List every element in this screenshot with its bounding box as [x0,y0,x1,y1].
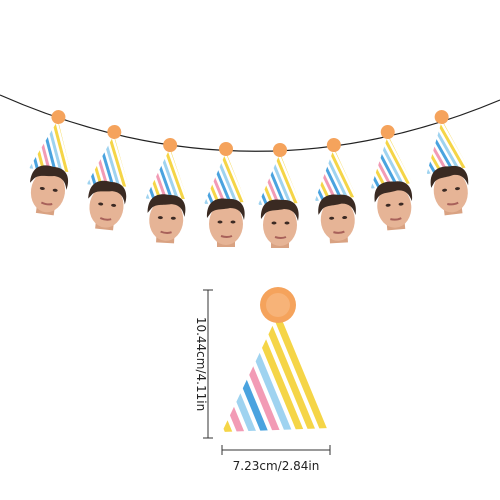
width-label: 7.23cm/2.84in [233,459,320,473]
string [0,94,500,152]
garland [0,103,479,248]
dimension-lines [203,289,331,455]
large-hat [222,287,330,432]
height-label: 10.44cm/4.11in [194,317,208,411]
